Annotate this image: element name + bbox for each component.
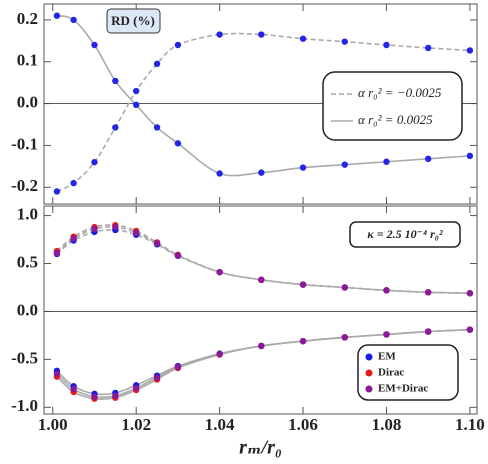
point [383, 158, 390, 165]
point [424, 289, 432, 296]
curve [56, 14, 470, 177]
y-tick-label: 0.2 [17, 9, 38, 28]
point [91, 225, 98, 233]
point [424, 328, 432, 335]
bottom-frame [43, 205, 478, 415]
point [341, 38, 348, 45]
point [91, 393, 98, 400]
point [112, 77, 119, 85]
point [258, 31, 265, 38]
point [112, 392, 119, 399]
y-tick-label: -1.0 [11, 396, 38, 415]
point [91, 41, 98, 49]
point [132, 229, 140, 237]
point [70, 179, 77, 187]
point [383, 287, 390, 294]
legend-box [357, 344, 459, 401]
y-tick-label: 0.5 [17, 252, 38, 271]
point [216, 350, 223, 358]
point [174, 252, 182, 259]
point [258, 276, 265, 284]
point [341, 161, 348, 168]
legend-label: α r₀² = 0.0025 [358, 112, 433, 127]
point [299, 164, 307, 171]
x-tick-label: 1.04 [205, 415, 235, 434]
annotation: RD (%) [111, 13, 155, 28]
point [70, 16, 77, 24]
y-tick-label: -0.5 [11, 348, 38, 367]
point [174, 140, 182, 147]
y-tick-label: 0.0 [17, 300, 38, 319]
point [299, 281, 307, 288]
legend-swatch [365, 353, 373, 361]
point [341, 334, 348, 341]
x-tick-label: 1.06 [288, 415, 318, 434]
x-tick-label: 1.02 [121, 415, 151, 434]
point [70, 235, 77, 242]
point [132, 384, 140, 392]
point [132, 101, 140, 109]
legend-label: Dirac [378, 367, 404, 379]
point [132, 87, 140, 95]
legend-label: α r₀² = −0.0025 [358, 85, 442, 100]
y-tick-label: 1.0 [17, 204, 38, 223]
point [153, 60, 161, 68]
point [258, 169, 265, 176]
point [91, 158, 98, 166]
point [53, 249, 61, 257]
annotation-box [349, 221, 461, 248]
legend-label: EM [378, 351, 396, 363]
curve [56, 226, 470, 295]
legend-swatch [365, 385, 373, 393]
point [53, 188, 61, 195]
point [466, 47, 474, 54]
point [153, 374, 161, 381]
legend-swatch [365, 369, 373, 377]
point [112, 223, 119, 231]
point [424, 155, 432, 163]
point [174, 363, 182, 371]
point [299, 35, 307, 42]
y-tick-label: -0.1 [11, 134, 38, 153]
point [383, 41, 390, 49]
x-tick-label: 1.00 [38, 415, 68, 434]
legend-label: EM+Dirac [378, 383, 428, 395]
point [216, 170, 223, 177]
point [341, 284, 348, 291]
x-axis-label: rₘ/r₀ [239, 437, 282, 459]
point [216, 31, 223, 38]
x-tick-label: 1.08 [372, 415, 402, 434]
point [383, 331, 390, 338]
point [53, 12, 61, 19]
point [466, 290, 474, 297]
point [153, 124, 161, 131]
y-tick-label: -0.2 [11, 176, 38, 195]
point [258, 342, 265, 350]
x-tick-label: 1.10 [455, 415, 485, 434]
point [112, 124, 119, 131]
point [299, 337, 307, 345]
point [53, 370, 61, 377]
point [70, 385, 77, 393]
y-tick-label: 0.0 [17, 92, 38, 111]
point [153, 240, 161, 247]
y-tick-label: 0.1 [17, 51, 38, 70]
point [216, 268, 223, 276]
point [466, 326, 474, 333]
point [466, 152, 474, 160]
legend-box [322, 71, 463, 141]
point [424, 44, 432, 52]
point [174, 41, 182, 49]
annotation-box [106, 8, 161, 34]
annotation: κ = 2.5 10⁻⁴ r₀² [367, 227, 443, 241]
